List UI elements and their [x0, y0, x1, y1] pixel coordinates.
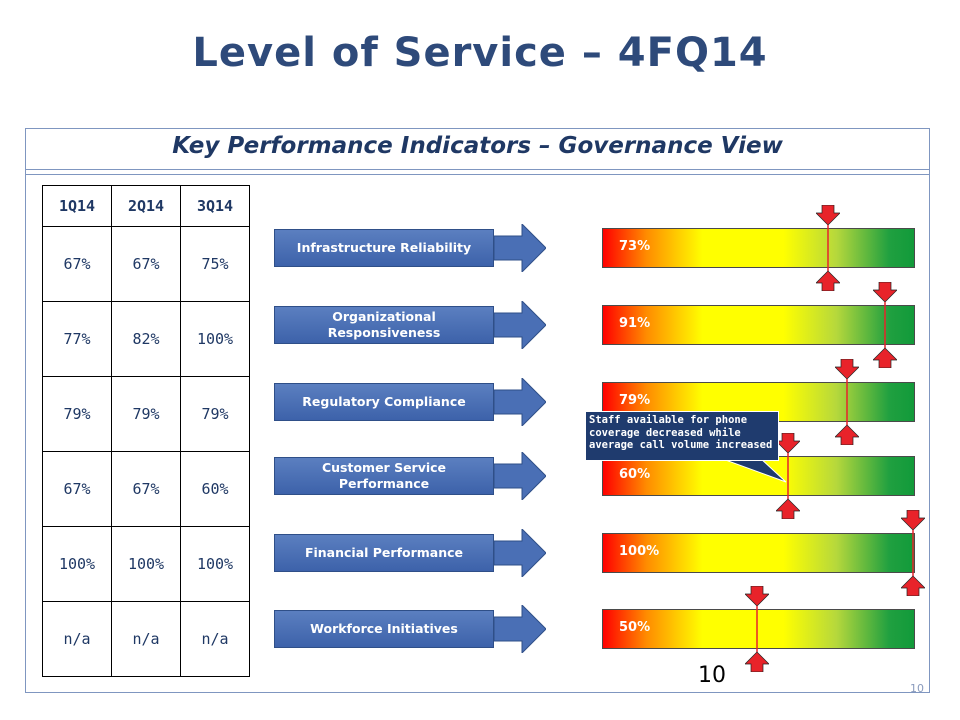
gauge-value: 73%: [619, 239, 651, 254]
table-row: 67% 67% 75%: [42, 226, 250, 302]
kpi-label-box: Organizational Responsiveness: [274, 306, 494, 344]
table-cell: 100%: [42, 526, 112, 602]
gauge-value: 91%: [619, 316, 651, 331]
table-cell: 100%: [111, 526, 181, 602]
table-cell: 67%: [42, 451, 112, 527]
table-cell: n/a: [180, 601, 250, 677]
gauge-value: 100%: [619, 544, 660, 559]
table-header-row: 1Q14 2Q14 3Q14: [42, 185, 250, 227]
kpi-label-box: Customer Service Performance: [274, 457, 494, 495]
table-cell: 67%: [111, 226, 181, 302]
table-row: 100% 100% 100%: [42, 526, 250, 602]
slide-number: 10: [910, 682, 924, 695]
table-row: 79% 79% 79%: [42, 376, 250, 452]
table-cell: 79%: [111, 376, 181, 452]
table-cell: 75%: [180, 226, 250, 302]
subtitle-band: Key Performance Indicators – Governance …: [26, 129, 929, 170]
kpi-label-box: Regulatory Compliance: [274, 383, 494, 421]
table-cell: n/a: [42, 601, 112, 677]
kpi-gauge: 73%: [602, 228, 915, 268]
kpi-gauge: 91%: [602, 305, 915, 345]
gauge-level-marker: [872, 282, 897, 368]
table-cell: 67%: [42, 226, 112, 302]
right-arrow-icon: [494, 224, 546, 272]
slide-title: Level of Service – 4FQ14: [192, 30, 768, 76]
table-cell: 82%: [111, 301, 181, 377]
kpi-gauge: 100%: [602, 533, 915, 573]
page-number-large: 10: [698, 663, 726, 688]
kpi-label-box: Infrastructure Reliability: [274, 229, 494, 267]
table-cell: n/a: [111, 601, 181, 677]
gauge-level-marker: [835, 359, 860, 445]
kpi-label-box: Financial Performance: [274, 534, 494, 572]
gauge-level-marker: [744, 586, 769, 672]
gauge-value: 60%: [619, 467, 651, 482]
table-row: 67% 67% 60%: [42, 451, 250, 527]
history-table: 1Q14 2Q14 3Q14 67% 67% 75% 77% 82% 100% …: [42, 185, 250, 677]
table-cell: 100%: [180, 301, 250, 377]
gauge-level-marker: [775, 433, 800, 519]
table-cell: 100%: [180, 526, 250, 602]
table-cell: 67%: [111, 451, 181, 527]
right-arrow-icon: [494, 605, 546, 653]
kpi-gauge: 50%: [602, 609, 915, 649]
gauge-level-marker: [901, 510, 925, 596]
table-cell: 79%: [180, 376, 250, 452]
gauge-value: 79%: [619, 393, 651, 408]
subtitle-divider: [26, 174, 929, 175]
gauge-level-marker: [816, 205, 841, 291]
table-cell: 79%: [42, 376, 112, 452]
kpi-label-box: Workforce Initiatives: [274, 610, 494, 648]
table-row: n/a n/a n/a: [42, 601, 250, 677]
gauge-value: 50%: [619, 620, 651, 635]
callout-note: Staff available for phone coverage decre…: [585, 411, 779, 461]
table-header-cell: 3Q14: [180, 185, 250, 227]
table-header-cell: 1Q14: [42, 185, 112, 227]
right-arrow-icon: [494, 378, 546, 426]
kpi-panel: Key Performance Indicators – Governance …: [25, 128, 930, 693]
table-cell: 60%: [180, 451, 250, 527]
table-header-cell: 2Q14: [111, 185, 181, 227]
callout-pointer: [720, 458, 787, 483]
table-cell: 77%: [42, 301, 112, 377]
right-arrow-icon: [494, 301, 546, 349]
table-row: 77% 82% 100%: [42, 301, 250, 377]
right-arrow-icon: [494, 529, 546, 577]
panel-subtitle: Key Performance Indicators – Governance …: [172, 133, 783, 159]
right-arrow-icon: [494, 452, 546, 500]
